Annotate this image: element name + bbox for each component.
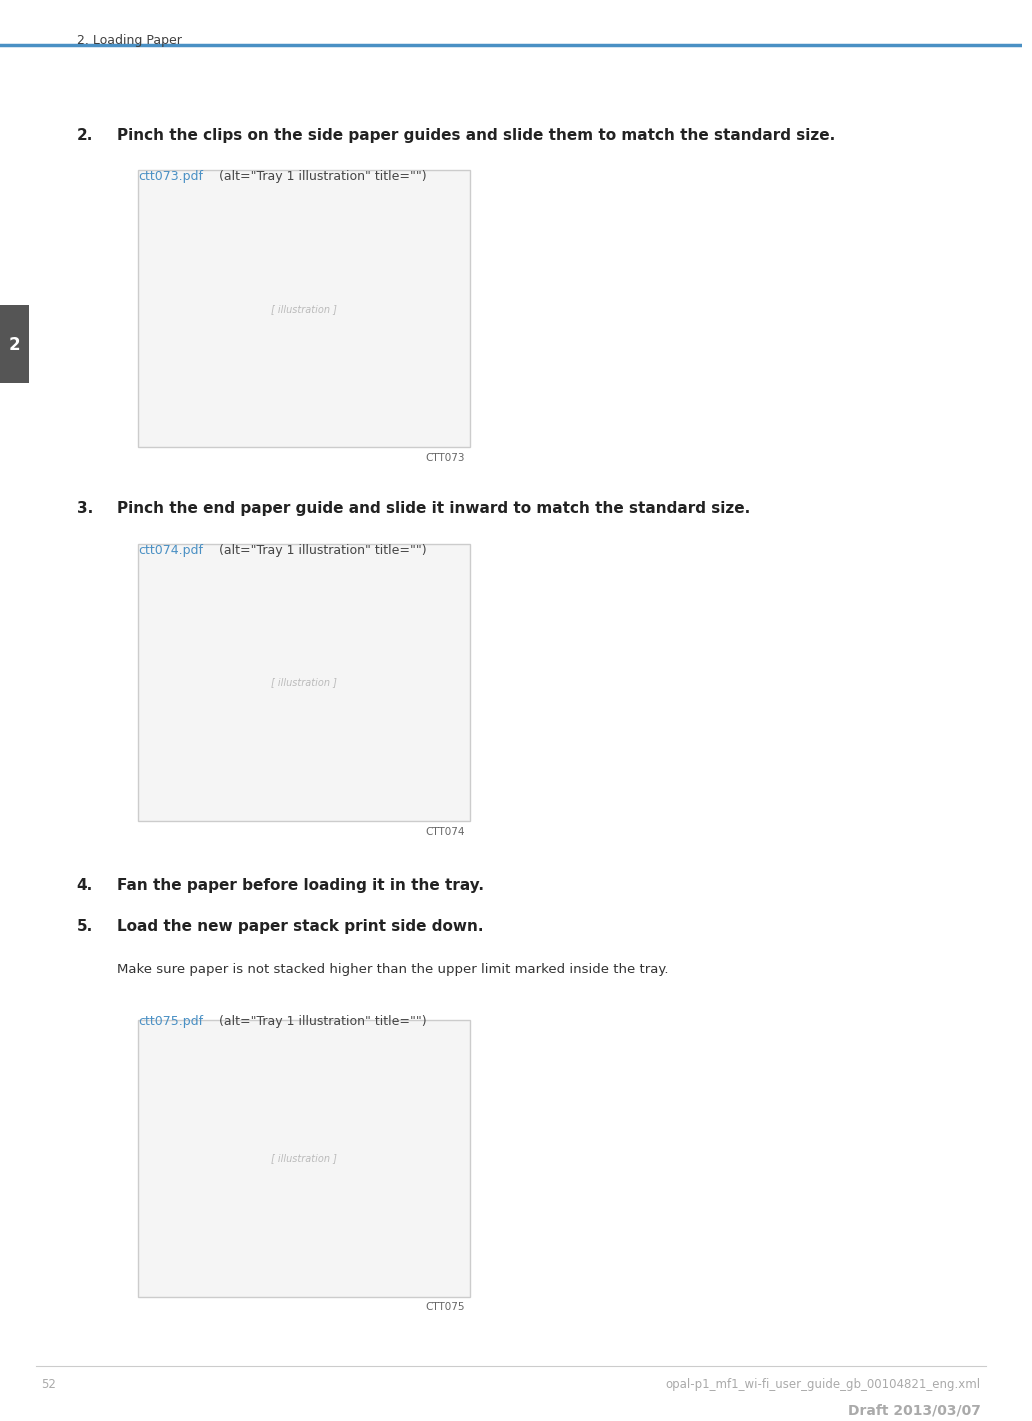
Text: Pinch the clips on the side paper guides and slide them to match the standard si: Pinch the clips on the side paper guides…: [118, 128, 836, 144]
Text: 5.: 5.: [76, 919, 93, 934]
Text: 4.: 4.: [76, 878, 93, 892]
FancyBboxPatch shape: [138, 1020, 470, 1296]
Text: CTT075: CTT075: [425, 1302, 464, 1312]
Text: ctt074.pdf: ctt074.pdf: [138, 544, 203, 557]
Text: opal-p1_mf1_wi-fi_user_guide_gb_00104821_eng.xml: opal-p1_mf1_wi-fi_user_guide_gb_00104821…: [666, 1377, 980, 1391]
Text: Load the new paper stack print side down.: Load the new paper stack print side down…: [118, 919, 484, 934]
Text: 2.: 2.: [76, 128, 93, 144]
Text: Draft 2013/03/07: Draft 2013/03/07: [848, 1403, 980, 1417]
FancyBboxPatch shape: [0, 306, 29, 384]
Text: 2. Loading Paper: 2. Loading Paper: [76, 34, 182, 47]
Text: 2: 2: [8, 337, 20, 354]
Text: CTT074: CTT074: [425, 827, 464, 837]
Text: 3.: 3.: [76, 502, 93, 516]
Text: Make sure paper is not stacked higher than the upper limit marked inside the tra: Make sure paper is not stacked higher th…: [118, 963, 669, 976]
Text: (alt="Tray 1 illustration" title=""): (alt="Tray 1 illustration" title=""): [215, 1016, 426, 1029]
Text: CTT073: CTT073: [425, 453, 464, 463]
Text: (alt="Tray 1 illustration" title=""): (alt="Tray 1 illustration" title=""): [215, 544, 426, 557]
Text: Pinch the end paper guide and slide it inward to match the standard size.: Pinch the end paper guide and slide it i…: [118, 502, 750, 516]
Text: [ illustration ]: [ illustration ]: [271, 304, 336, 314]
Text: ctt073.pdf: ctt073.pdf: [138, 171, 203, 183]
Text: (alt="Tray 1 illustration" title=""): (alt="Tray 1 illustration" title=""): [215, 171, 426, 183]
Text: Fan the paper before loading it in the tray.: Fan the paper before loading it in the t…: [118, 878, 484, 892]
Text: [ illustration ]: [ illustration ]: [271, 678, 336, 688]
FancyBboxPatch shape: [138, 171, 470, 448]
Text: ctt075.pdf: ctt075.pdf: [138, 1016, 203, 1029]
Text: [ illustration ]: [ illustration ]: [271, 1152, 336, 1164]
Text: 52: 52: [41, 1377, 56, 1391]
FancyBboxPatch shape: [138, 544, 470, 821]
